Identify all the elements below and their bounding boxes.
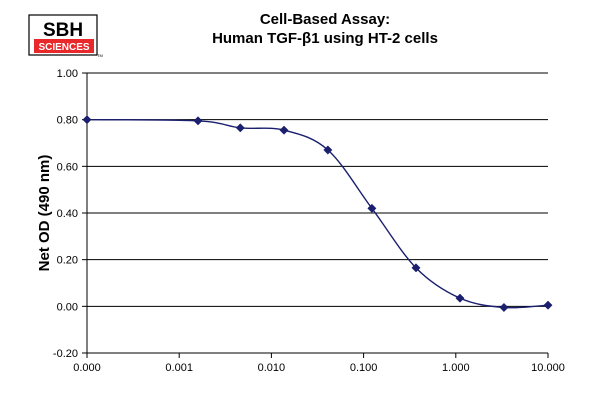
chart-title-line-2: Human TGF-β1 using HT-2 cells: [212, 30, 438, 47]
data-point: [543, 300, 553, 310]
x-tick-label: 1.000: [442, 362, 470, 374]
data-point: [235, 123, 245, 133]
x-tick-label: 0.001: [165, 362, 193, 374]
data-point: [279, 125, 289, 135]
y-tick-label: -0.20: [53, 348, 78, 360]
data-point: [499, 302, 509, 313]
y-tick-label: 1.00: [57, 68, 78, 80]
y-tick-label: 0.60: [57, 161, 78, 173]
data-point: [323, 145, 333, 155]
y-tick-label: 0.80: [57, 115, 78, 127]
x-tick-label: 0.000: [73, 362, 101, 374]
logo-red-band: [34, 39, 94, 53]
logo-top-text: SBH: [43, 20, 83, 41]
axes: [82, 72, 549, 358]
y-tick-label: 0.00: [57, 301, 78, 313]
data-point: [193, 116, 203, 126]
chart-title-line-1: Cell-Based Assay:: [260, 11, 390, 28]
y-tick-label: 0.40: [57, 208, 78, 220]
logo-bottom-text: SCIENCES: [38, 42, 89, 53]
data-point: [367, 203, 377, 213]
data-point: [411, 263, 421, 273]
y-tick-label: 0.20: [57, 255, 78, 267]
data-point: [455, 293, 465, 303]
y-tick-labels: 1.00 0.80 0.60 0.40 0.20 0.00 -0.20: [53, 68, 78, 360]
x-tick-label: 0.010: [258, 362, 286, 374]
x-tick-label: 0.100: [350, 362, 378, 374]
x-tick-label: 10.000: [531, 362, 565, 374]
gridlines: [87, 72, 548, 354]
sbh-sciences-logo: SBH SCIENCES TM: [28, 14, 103, 58]
y-axis-label: Net OD (490 nm): [36, 155, 53, 272]
data-point: [82, 115, 92, 125]
x-tick-labels: 0.000 0.001 0.010 0.100 1.000 10.000: [73, 362, 565, 374]
data-series: [82, 115, 553, 313]
logo-trademark: TM: [97, 53, 103, 58]
series-line: [86, 118, 549, 309]
